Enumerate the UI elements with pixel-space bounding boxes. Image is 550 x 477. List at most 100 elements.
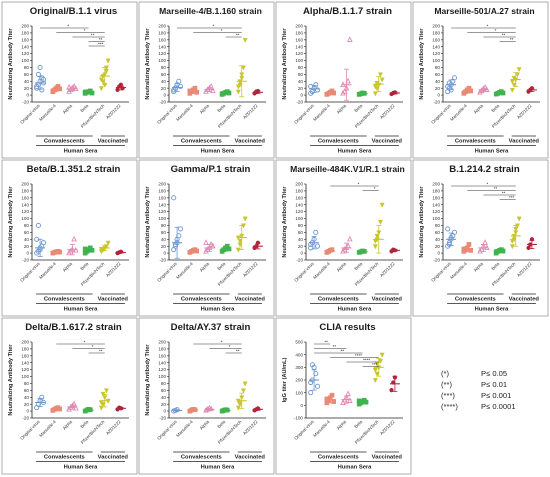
y-tick-label: -20 [296,100,303,105]
human-sera-label: Human Sera [338,149,373,155]
data-point [372,91,378,97]
y-tick-label: 160 [295,37,303,42]
y-tick-label: 140 [432,202,440,207]
y-tick-label: 200 [295,24,303,29]
y-tick-label: 140 [295,44,303,49]
data-point [40,240,47,246]
vaccinated-label: Vaccinated [98,297,129,303]
significance-label: ** [99,37,103,42]
vaccinated-label: Vaccinated [235,297,266,303]
data-point [331,90,336,96]
human-sera-label: Human Sera [201,307,236,313]
y-tick-label: 80 [435,223,441,228]
series-group [66,235,79,256]
convalescents-label: Convalescents [455,297,496,303]
x-tick-label: Beta [353,103,363,113]
series-group [389,90,400,97]
legend-entry: (*) P≤ 0.05 [441,369,507,378]
data-point [346,36,353,42]
chart-panel: Gamma/P.1 strain -20 0 20 40 60 80 100 120 140 160… [138,159,275,317]
data-point [313,82,319,88]
data-point [72,404,79,411]
y-tick-label: 120 [158,367,166,372]
data-point [171,195,177,201]
y-tick-label: 180 [295,31,303,36]
significance-legend: (*) P≤ 0.05 (**) P≤ 0.01 (***) P≤ 0.001 (****)… [441,369,516,411]
x-tick-label: Alpha [336,103,348,115]
y-tick-label: 160 [21,37,29,42]
y-tick-label: 60 [24,72,30,77]
data-point [451,75,458,81]
data-point [377,359,383,365]
y-tick-label: 0 [163,409,166,414]
y-tick-label: 160 [158,37,166,42]
series-group [34,394,47,411]
significance-label: * [358,181,360,186]
y-tick-label: 40 [161,395,167,400]
y-tick-label: 120 [432,209,440,214]
series-group [82,88,95,96]
y-tick-label: 80 [298,65,304,70]
significance-label: **** [355,353,362,358]
y-tick-label: 200 [158,24,166,29]
data-point [115,87,120,93]
y-tick-label: 100 [432,58,440,63]
data-point [35,222,41,229]
y-tick-label: 200 [432,24,440,29]
data-point [346,235,353,242]
series-group [493,89,506,97]
vaccinated-label: Vaccinated [98,455,129,461]
y-tick-label: 200 [295,378,303,383]
data-point [34,83,40,90]
y-tick-label: 120 [158,209,166,214]
data-point [235,84,241,90]
series-group [445,226,458,249]
series-group [34,222,47,257]
y-axis-label: Neutralizing Antibody Titer [145,28,151,100]
series-group [461,242,473,254]
series-group [203,239,216,254]
x-tick-label: Alpha [336,261,348,273]
series-group [308,229,321,251]
x-tick-label: Beta [353,261,363,271]
y-tick-label: 200 [21,340,29,345]
data-point [105,240,111,246]
series-group [203,404,215,413]
data-point [511,82,517,88]
data-point [203,239,209,245]
y-tick-label: 180 [21,31,29,36]
panel-border [1,159,138,317]
x-tick-label: Alpha [62,419,74,431]
data-point [372,378,378,384]
data-point [346,397,353,404]
y-tick-label: 160 [432,195,440,200]
data-point [509,239,515,245]
significance-label: ** [236,348,240,353]
series-group [219,243,232,254]
y-tick-label: 80 [161,223,167,228]
y-tick-label: -20 [159,258,166,263]
data-point [240,388,246,394]
chart-panel: CLIA results -100 0 100 200 300 400 500 IgG tite… [275,317,412,475]
x-tick-label: Beta [79,419,89,429]
y-tick-label: 180 [158,347,166,352]
data-point [235,89,241,95]
data-point [374,81,380,87]
legend-entry: (**) P≤ 0.01 [441,380,507,389]
y-tick-label: 20 [161,402,167,407]
convalescents-label: Convalescents [181,139,222,145]
legend-stars: (*) [441,369,449,378]
human-sera-label: Human Sera [338,307,373,313]
series-group [252,406,263,413]
series-group [372,72,385,97]
significance-label: ** [236,32,240,37]
y-tick-label: 60 [298,72,304,77]
human-sera-label: Human Sera [64,307,99,313]
y-tick-label: -20 [22,100,29,105]
y-axis-label: Neutralizing Antibody Titer [145,344,151,416]
y-tick-label: 120 [295,51,303,56]
y-tick-label: 80 [24,223,30,228]
data-point [451,229,458,235]
series-group [235,216,248,253]
data-point [194,89,200,95]
